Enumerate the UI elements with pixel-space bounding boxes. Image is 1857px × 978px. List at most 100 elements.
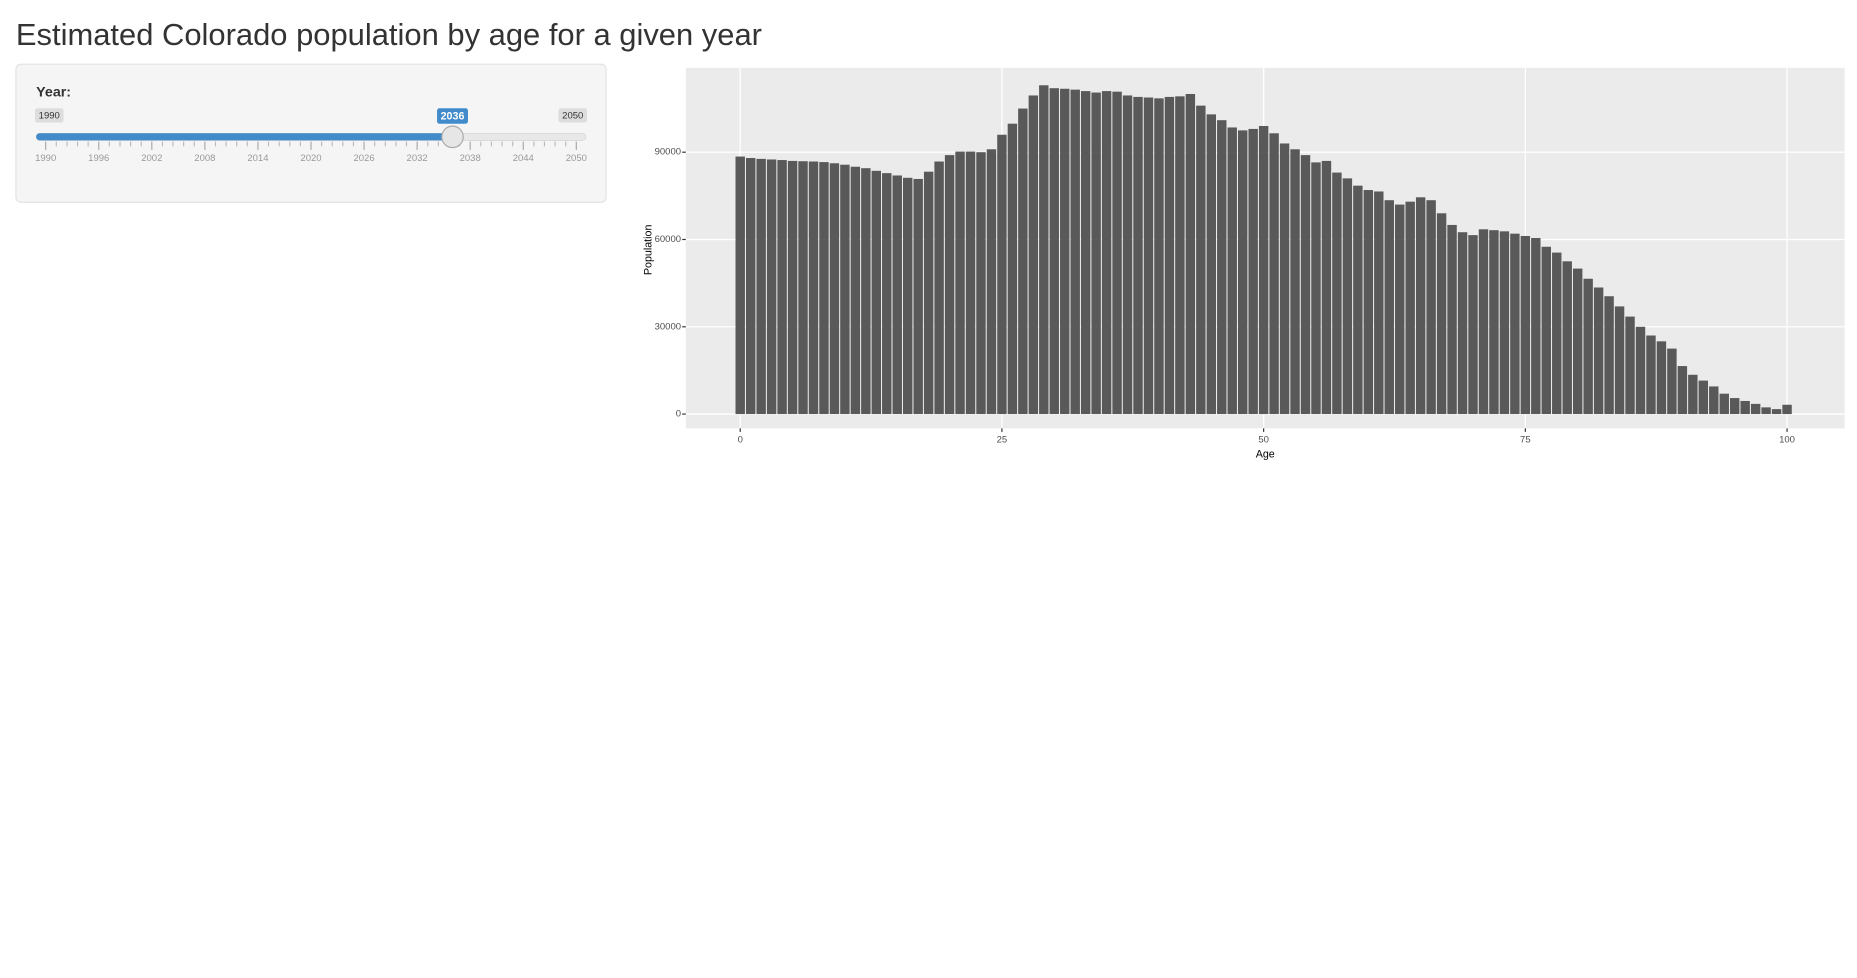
bar <box>1269 133 1279 415</box>
bar <box>1426 200 1436 415</box>
slider-tick-label: 2026 <box>353 153 374 164</box>
x-tick-label: 25 <box>997 435 1008 446</box>
bar <box>735 156 745 415</box>
bar <box>1730 398 1740 415</box>
bar <box>1457 232 1468 415</box>
bar <box>1070 89 1080 415</box>
slider-value-box <box>437 108 468 124</box>
bar <box>1740 400 1750 415</box>
bar <box>1562 261 1572 415</box>
bar <box>1258 126 1269 415</box>
bar <box>1750 403 1761 415</box>
bar <box>1018 108 1028 415</box>
bar <box>1311 162 1321 415</box>
bar <box>766 159 777 415</box>
slider-label: Year: <box>36 85 71 101</box>
x-tick-label: 50 <box>1258 435 1269 446</box>
bar <box>1049 88 1059 415</box>
slider-limit-box <box>34 108 64 123</box>
bar <box>1614 306 1625 415</box>
bar <box>1342 178 1353 415</box>
bar <box>1175 96 1185 415</box>
bar <box>1321 160 1332 415</box>
bar <box>892 175 902 415</box>
slider-tick-label: 2032 <box>407 153 428 164</box>
bar <box>1101 91 1112 415</box>
y-tick-label: 60000 <box>655 234 681 245</box>
bar <box>1007 123 1018 415</box>
bar <box>1196 105 1206 415</box>
bar <box>871 170 882 415</box>
bar <box>1060 88 1070 415</box>
bar <box>1771 409 1782 415</box>
bar <box>1782 404 1792 415</box>
bar <box>745 158 756 415</box>
bar <box>1227 127 1237 415</box>
bar <box>944 155 955 415</box>
bar <box>1279 143 1290 415</box>
bar <box>1541 246 1551 415</box>
bar <box>1248 128 1258 415</box>
slider-limit-box <box>558 108 588 123</box>
slider-handle[interactable] <box>441 125 464 149</box>
bar <box>787 160 798 415</box>
bar <box>777 160 787 415</box>
bar <box>1656 341 1667 415</box>
bar <box>1625 316 1635 415</box>
bar <box>829 163 840 415</box>
bar <box>1217 120 1227 415</box>
bar <box>819 162 829 415</box>
bar <box>1667 348 1677 415</box>
x-tick-label: 100 <box>1779 435 1795 446</box>
slider-tick-label: 2014 <box>247 153 268 164</box>
slider-value-label: 2036 <box>441 110 465 122</box>
y-axis-title: Population <box>643 225 655 276</box>
bar <box>1039 85 1049 415</box>
bar <box>1185 94 1196 415</box>
bar <box>756 158 766 415</box>
y-tick-label: 30000 <box>655 321 681 332</box>
bar <box>913 178 923 415</box>
bar <box>1143 97 1154 415</box>
slider-limit-label: 2050 <box>562 111 583 122</box>
bar <box>1709 386 1719 415</box>
bar <box>1133 96 1143 415</box>
bar <box>1688 374 1698 415</box>
bar <box>1604 296 1614 415</box>
y-tick-label: 0 <box>676 409 681 420</box>
slider-tick-label: 2038 <box>460 153 481 164</box>
bar <box>903 177 913 415</box>
slider-tick-label: 2020 <box>300 153 321 164</box>
bar <box>1489 230 1499 415</box>
x-tick-label: 0 <box>738 435 743 446</box>
bar <box>840 164 850 415</box>
bar <box>1206 114 1217 415</box>
slider-tick-label: 2008 <box>194 153 215 164</box>
bar <box>1154 98 1164 415</box>
bar <box>1698 380 1709 415</box>
bar <box>1520 235 1531 415</box>
bar <box>861 168 871 415</box>
bar <box>1635 326 1646 415</box>
bar <box>1353 185 1363 415</box>
bar <box>798 161 808 415</box>
bar <box>1646 335 1656 415</box>
slider-limit-label: 1990 <box>39 111 60 122</box>
bar <box>1363 190 1374 415</box>
slider-tick-label: 2044 <box>513 153 534 164</box>
bar <box>1677 366 1688 415</box>
bar <box>934 161 944 415</box>
bar <box>1290 149 1300 415</box>
bar <box>850 166 861 415</box>
bar <box>1395 204 1405 415</box>
bar <box>1719 393 1729 415</box>
slider-tick-label: 2050 <box>566 153 587 164</box>
bar <box>1552 252 1562 415</box>
bar <box>1374 191 1384 415</box>
slider-tick-label: 1990 <box>35 153 56 164</box>
bar <box>1164 96 1175 415</box>
bar <box>1499 231 1510 415</box>
bar <box>1332 172 1342 415</box>
